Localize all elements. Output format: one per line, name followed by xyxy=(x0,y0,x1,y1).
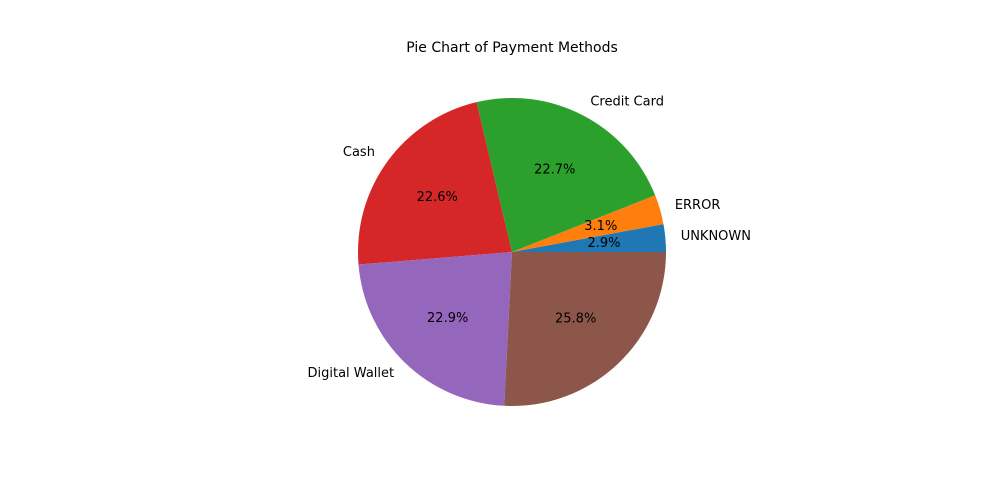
percent-label-cash: 22.6% xyxy=(417,190,458,205)
percent-label-digital-wallet: 22.9% xyxy=(427,311,468,326)
category-label-cash: Cash xyxy=(343,145,375,160)
chart-title: Pie Chart of Payment Methods xyxy=(406,40,618,56)
pie-slices xyxy=(357,97,667,407)
percent-labels: 2.9% 3.1% 22.7% 22.6% 22.9% 25.8% xyxy=(417,163,621,327)
pie-slice-credit-card xyxy=(476,97,656,252)
pie-slice-cash xyxy=(357,102,512,265)
category-label-credit-card: Credit Card xyxy=(590,94,664,109)
category-label-digital-wallet: Digital Wallet xyxy=(308,366,395,381)
percent-label-unknown: 2.9% xyxy=(588,236,621,251)
pie-slice-digital-wallet xyxy=(358,252,512,406)
percent-label-slice-6: 25.8% xyxy=(555,311,596,326)
pie-slice-error xyxy=(512,195,664,252)
pie-slice-unknown xyxy=(512,224,667,252)
percent-label-credit-card: 22.7% xyxy=(534,163,575,178)
pie-slice-slice-6 xyxy=(504,252,666,407)
percent-label-error: 3.1% xyxy=(584,219,617,234)
category-label-error: ERROR xyxy=(675,198,721,213)
category-label-unknown: UNKNOWN xyxy=(681,229,751,244)
category-labels: UNKNOWN ERROR Credit Card Cash Digital Walle… xyxy=(308,94,752,381)
